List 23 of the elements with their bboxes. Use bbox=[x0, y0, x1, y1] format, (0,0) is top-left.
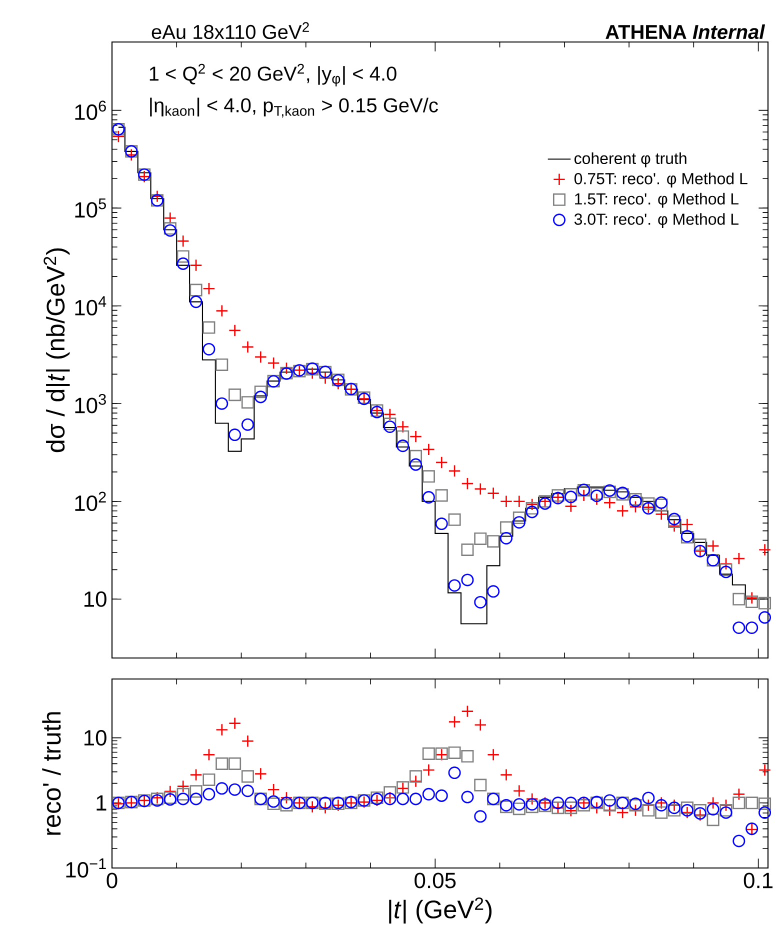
x-tick-label: 0.05 bbox=[414, 872, 456, 888]
chart-title: eAu 18x110 GeV$^{2}$ bbox=[152, 22, 309, 40]
y-tick-label: 10 bbox=[84, 591, 106, 607]
legend-label: 1.5T: reco'. φ Method L bbox=[575, 192, 738, 208]
annotation: |η$_{kaon}$| < 4.0, p$_{T,kaon}$ > 0.15 GeV/c bbox=[150, 98, 438, 118]
y-axis-title: reco' / truth bbox=[42, 712, 61, 835]
y-axis-title: dσ / d|t| (nb/GeV$^{2}$) bbox=[44, 248, 70, 452]
x-tick-label: 0 bbox=[106, 872, 118, 888]
legend-label: 0.75T: reco'. φ Method L bbox=[574, 172, 748, 188]
legend-label: coherent φ truth bbox=[574, 152, 686, 168]
y-tick-label: 10$^{3}$ bbox=[75, 394, 106, 414]
y-tick-label: 1 bbox=[96, 795, 106, 810]
x-tick-label: 0.1 bbox=[744, 872, 773, 888]
y-tick-label: 10$^{4}$ bbox=[75, 296, 106, 316]
y-tick-label: 10 bbox=[84, 730, 106, 746]
legend-label: 3.0T: reco'. φ Method L bbox=[574, 213, 738, 228]
annotation: 1 < Q$^{2}$ < 20 GeV$^{2}$, |y$_{φ}$| < 4.0 bbox=[150, 64, 396, 86]
y-tick-label: 10$^{5}$ bbox=[75, 198, 106, 218]
y-tick-label: 10$^{2}$ bbox=[75, 492, 106, 512]
y-tick-label: 10$^{−1}$ bbox=[66, 858, 106, 878]
text: ATHENA Internal bbox=[606, 24, 766, 40]
x-axis-title: |t| (GeV$^{2}$) bbox=[389, 897, 492, 924]
y-tick-label: 10$^{6}$ bbox=[75, 100, 106, 120]
